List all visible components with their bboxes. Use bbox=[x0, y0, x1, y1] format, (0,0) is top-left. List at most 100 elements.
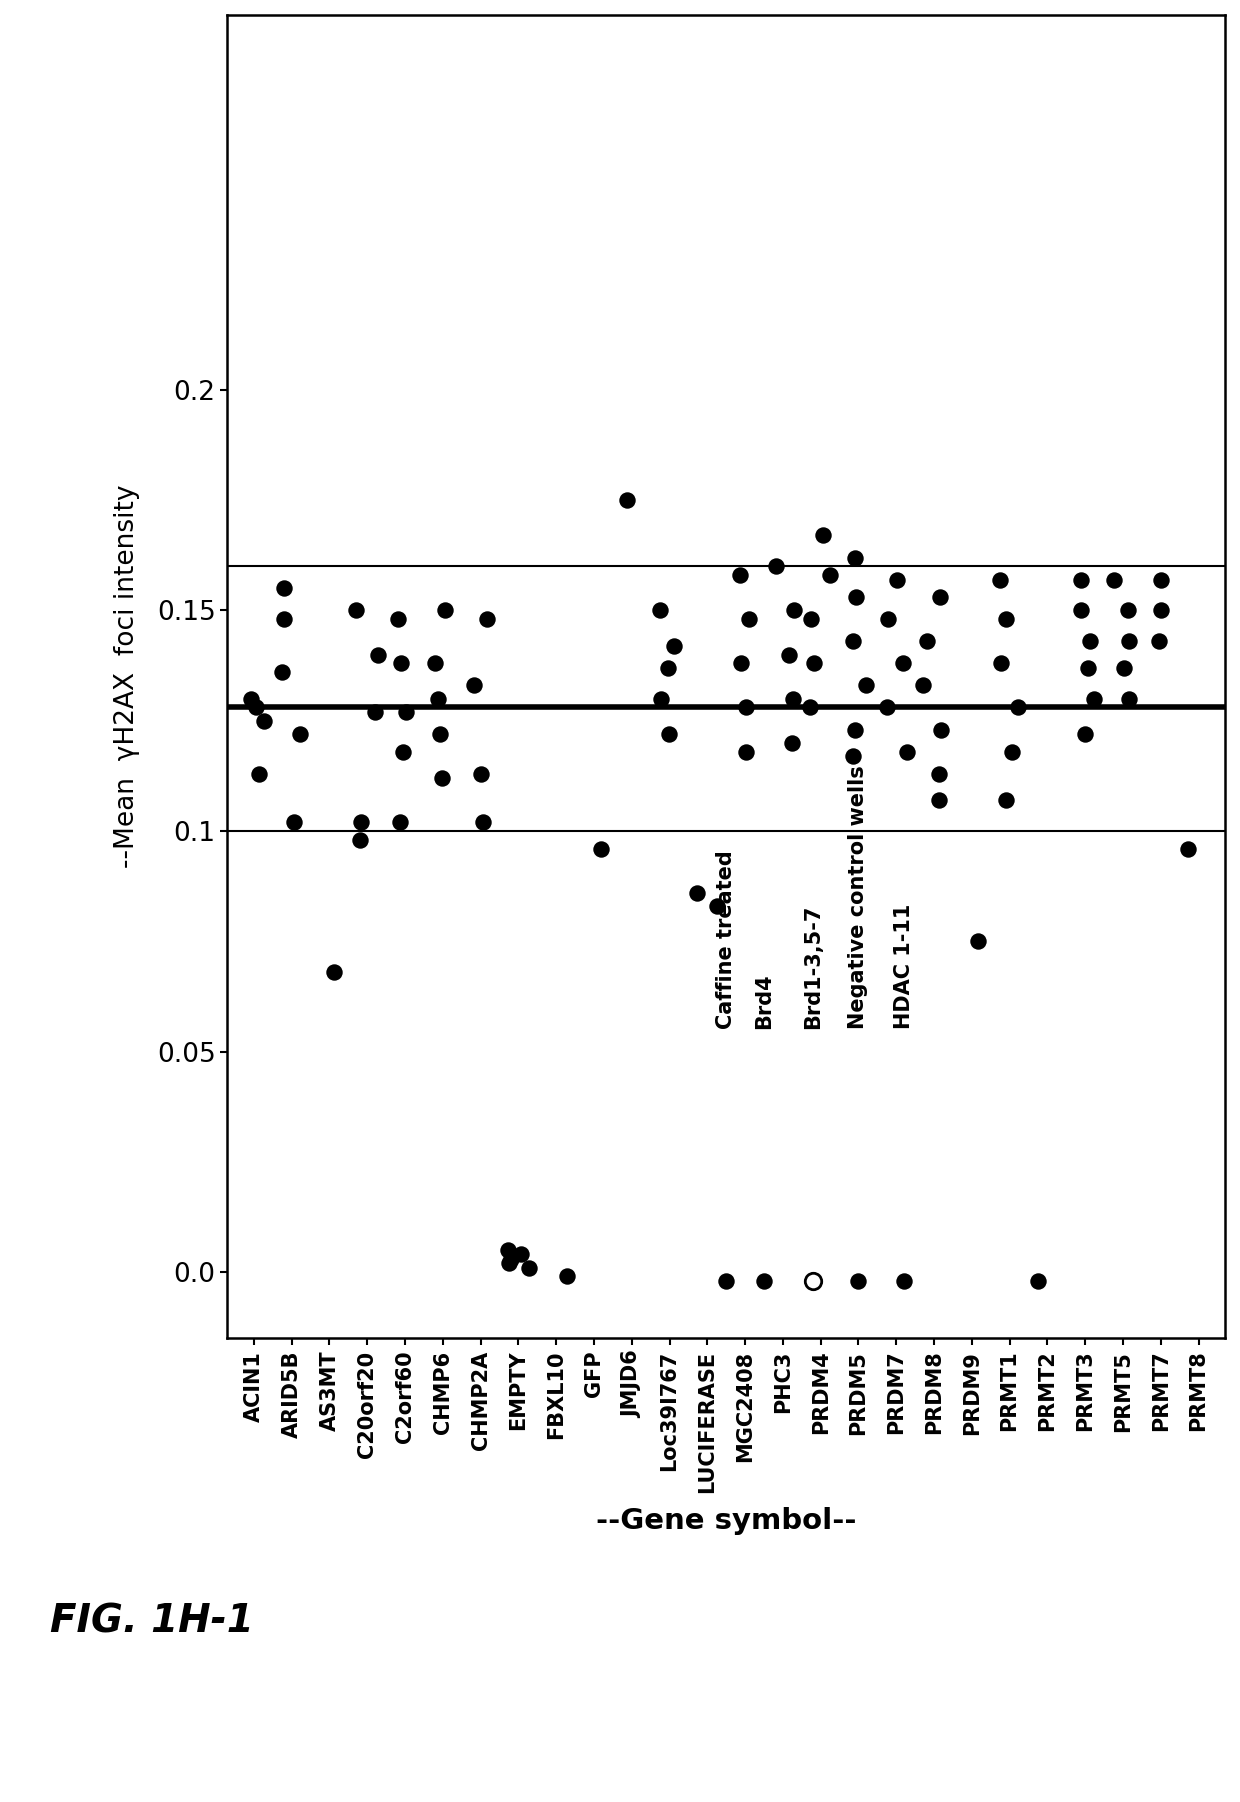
Point bbox=[324, 957, 343, 986]
Point bbox=[878, 605, 898, 634]
Point bbox=[739, 605, 759, 634]
Point bbox=[1002, 737, 1022, 766]
Point bbox=[388, 605, 408, 634]
Point bbox=[729, 560, 749, 589]
Point bbox=[464, 670, 484, 699]
Point bbox=[1075, 719, 1095, 748]
Point bbox=[846, 582, 866, 611]
Point bbox=[766, 551, 786, 580]
Point bbox=[1178, 834, 1198, 863]
Point bbox=[498, 1249, 518, 1278]
Point bbox=[843, 742, 863, 771]
Point bbox=[274, 605, 294, 634]
Point bbox=[930, 582, 950, 611]
Point bbox=[274, 575, 294, 604]
Point bbox=[435, 596, 455, 625]
Point bbox=[391, 649, 410, 678]
Point bbox=[801, 605, 821, 634]
Point bbox=[284, 807, 304, 836]
Point bbox=[779, 640, 799, 669]
Point bbox=[658, 654, 678, 683]
Point bbox=[618, 487, 637, 515]
Point bbox=[968, 926, 988, 955]
Point bbox=[272, 658, 291, 687]
Text: FIG. 1H-1: FIG. 1H-1 bbox=[50, 1602, 253, 1642]
Point bbox=[844, 542, 864, 571]
Point bbox=[651, 685, 671, 714]
Point bbox=[511, 1240, 531, 1269]
Point bbox=[730, 649, 750, 678]
Point bbox=[997, 605, 1017, 634]
Point bbox=[346, 596, 366, 625]
Point bbox=[893, 649, 913, 678]
Point bbox=[249, 759, 269, 787]
Text: Brd1-3,5-7: Brd1-3,5-7 bbox=[804, 905, 823, 1029]
Point bbox=[843, 627, 863, 656]
Point bbox=[717, 1267, 737, 1296]
Point bbox=[821, 560, 841, 589]
Point bbox=[501, 1245, 521, 1274]
Point bbox=[425, 649, 445, 678]
Text: HDAC 1-11: HDAC 1-11 bbox=[894, 905, 914, 1029]
Point bbox=[591, 834, 611, 863]
Point bbox=[1151, 566, 1171, 595]
Point bbox=[737, 737, 756, 766]
Point bbox=[856, 670, 875, 699]
Point bbox=[1149, 627, 1169, 656]
Point bbox=[1008, 694, 1028, 723]
Point bbox=[754, 1267, 774, 1296]
Point bbox=[557, 1261, 577, 1290]
Text: Caffine treated: Caffine treated bbox=[717, 851, 737, 1029]
Point bbox=[428, 685, 448, 714]
Point bbox=[1071, 596, 1091, 625]
Point bbox=[432, 764, 451, 793]
Point bbox=[393, 737, 413, 766]
Point bbox=[1120, 685, 1140, 714]
Point bbox=[931, 715, 951, 744]
Point bbox=[1152, 596, 1172, 625]
Point bbox=[687, 878, 707, 906]
Point bbox=[368, 640, 388, 669]
X-axis label: --Gene symbol--: --Gene symbol-- bbox=[596, 1506, 857, 1535]
Point bbox=[888, 566, 908, 595]
Point bbox=[1079, 654, 1099, 683]
Point bbox=[735, 694, 755, 723]
Point bbox=[477, 605, 497, 634]
Text: Negative control wells: Negative control wells bbox=[848, 766, 868, 1029]
Point bbox=[651, 596, 671, 625]
Point bbox=[471, 759, 491, 787]
Point bbox=[254, 706, 274, 735]
Point bbox=[660, 719, 680, 748]
Point bbox=[1080, 627, 1100, 656]
Point bbox=[1118, 627, 1138, 656]
Point bbox=[848, 1267, 868, 1296]
Point bbox=[929, 759, 949, 787]
Point bbox=[898, 737, 918, 766]
Point bbox=[351, 807, 371, 836]
Point bbox=[918, 627, 937, 656]
Point bbox=[813, 521, 833, 550]
Point bbox=[913, 670, 932, 699]
Point bbox=[990, 566, 1009, 595]
Point bbox=[518, 1252, 538, 1281]
Point bbox=[877, 694, 897, 723]
Point bbox=[996, 786, 1016, 815]
Point bbox=[1115, 654, 1135, 683]
Point bbox=[365, 697, 384, 726]
Point bbox=[991, 649, 1011, 678]
Point bbox=[663, 631, 683, 660]
Point bbox=[782, 728, 802, 757]
Point bbox=[498, 1236, 518, 1265]
Point bbox=[894, 1267, 914, 1296]
Point bbox=[1118, 596, 1138, 625]
Point bbox=[350, 825, 370, 854]
Point bbox=[707, 892, 727, 921]
Point bbox=[430, 719, 450, 748]
Y-axis label: --Mean  γH2AX  foci intensity: --Mean γH2AX foci intensity bbox=[114, 485, 140, 869]
Point bbox=[782, 685, 802, 714]
Point bbox=[247, 694, 267, 723]
Point bbox=[1071, 566, 1091, 595]
Point bbox=[846, 715, 866, 744]
Point bbox=[784, 596, 804, 625]
Point bbox=[290, 719, 310, 748]
